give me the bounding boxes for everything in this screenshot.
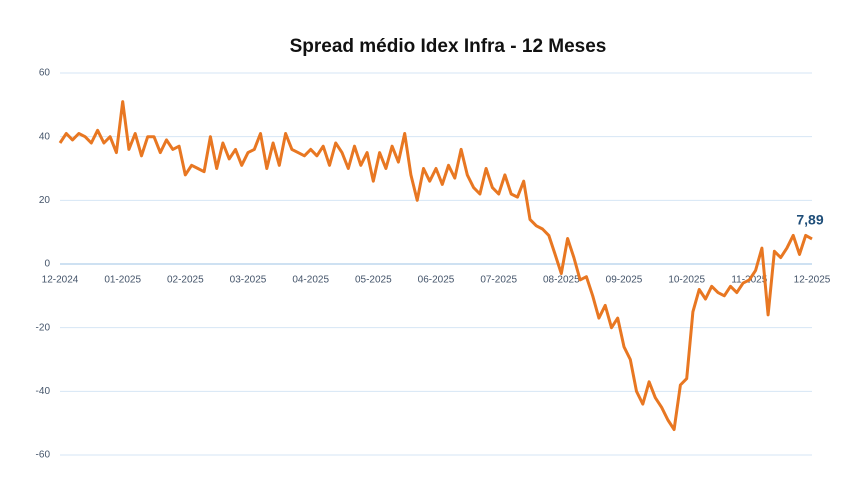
- y-tick-label: -40: [36, 386, 51, 397]
- line-series: [58, 100, 813, 431]
- chart-title: Spread médio Idex Infra - 12 Meses: [290, 36, 607, 57]
- y-tick-label: 20: [39, 195, 51, 206]
- y-tick-label: -60: [36, 450, 51, 461]
- x-tick-label: 10-2025: [668, 275, 705, 286]
- x-tick-label: 08-2025: [543, 275, 580, 286]
- y-tick-label: -20: [36, 322, 51, 333]
- x-tick-label: 04-2025: [292, 275, 329, 286]
- x-tick-label: 02-2025: [167, 275, 204, 286]
- x-tick-label: 09-2025: [606, 275, 643, 286]
- x-tick-label: 12-2024: [42, 275, 79, 286]
- x-tick-label: 12-2025: [794, 275, 831, 286]
- x-tick-label: 05-2025: [355, 275, 392, 286]
- y-tick-label: 40: [39, 131, 51, 142]
- y-tick-label: 60: [39, 68, 51, 79]
- x-tick-label: 01-2025: [104, 275, 141, 286]
- y-tick-label: 0: [44, 259, 50, 270]
- x-tick-label: 06-2025: [418, 275, 455, 286]
- x-tick-label: 07-2025: [480, 275, 517, 286]
- x-tick-label: 03-2025: [230, 275, 267, 286]
- data-label: 7,89: [796, 212, 823, 228]
